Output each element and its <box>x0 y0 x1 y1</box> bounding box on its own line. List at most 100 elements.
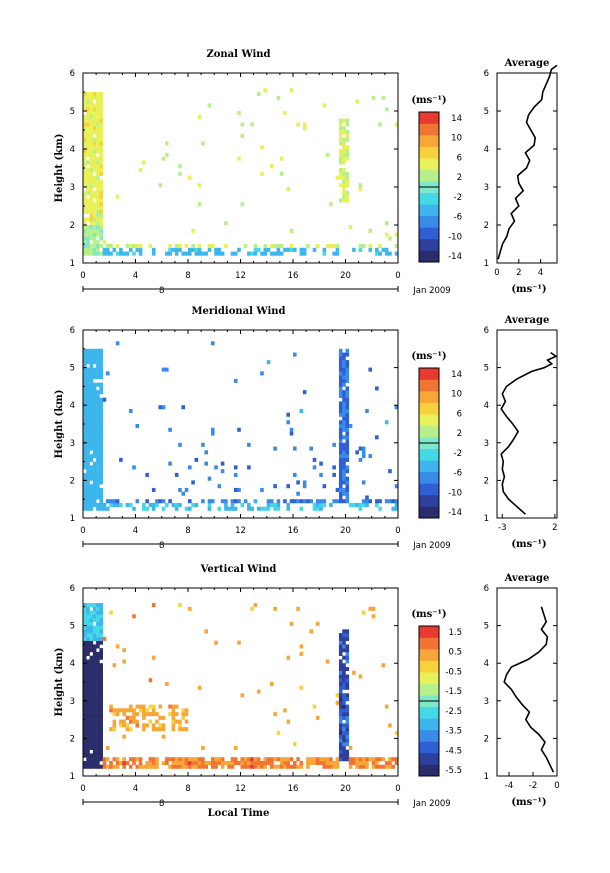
heatmap-cell <box>338 749 343 754</box>
heatmap-cell <box>148 712 153 717</box>
heatmap-cell <box>112 663 117 668</box>
heatmap-cell <box>391 764 396 769</box>
heatmap-cell <box>89 228 94 233</box>
heatmap-cell <box>86 502 90 508</box>
heatmap-cell <box>99 206 103 211</box>
heatmap-cell <box>338 457 343 462</box>
heatmap-cell <box>83 629 87 634</box>
y-axis-label: Height (km) <box>54 648 65 717</box>
heatmap-cell <box>99 356 103 361</box>
heatmap-cell <box>384 107 389 112</box>
heatmap-cell <box>338 753 343 758</box>
heatmap-cell <box>86 397 90 402</box>
heatmap-cell <box>96 435 100 440</box>
heatmap-cell <box>83 137 87 142</box>
heatmap-cell <box>224 760 228 766</box>
heatmap-cell <box>89 603 94 608</box>
heatmap-cell <box>92 614 97 619</box>
heatmap-cell <box>181 760 186 766</box>
heatmap-cell <box>99 674 103 679</box>
heatmap-cell <box>338 476 343 481</box>
heatmap-cell <box>342 408 346 414</box>
heatmap-cell <box>86 454 90 459</box>
heatmap-cell <box>109 764 113 769</box>
heatmap-cell <box>289 499 294 504</box>
heatmap-cell <box>247 760 251 766</box>
heatmap-cell <box>338 360 343 365</box>
heatmap-cell <box>247 502 251 508</box>
heatmap-cell <box>352 502 356 508</box>
heatmap-cell <box>96 137 100 142</box>
heatmap-cell <box>109 502 113 508</box>
heatmap-cell <box>210 431 215 436</box>
heatmap-cell <box>338 424 343 429</box>
heatmap-cell <box>96 685 100 690</box>
heatmap-cell <box>289 431 294 436</box>
heatmap-cell <box>214 247 218 252</box>
heatmap-cell <box>296 480 300 485</box>
colorbar-segment <box>419 204 439 217</box>
heatmap-cell <box>92 244 97 249</box>
average-x-label: (ms⁻¹) <box>511 539 546 550</box>
heatmap-cell <box>174 251 179 256</box>
heatmap-cell <box>83 126 87 131</box>
heatmap-cell <box>365 502 369 508</box>
heatmap-cell <box>99 137 103 142</box>
heatmap-cell <box>92 225 97 230</box>
heatmap-cell <box>273 506 277 511</box>
heatmap-cell <box>237 760 241 766</box>
heatmap-cell <box>86 472 90 477</box>
colorbar-tick-label: 6 <box>457 153 462 163</box>
heatmap-cell <box>358 760 363 766</box>
heatmap-cell <box>270 682 274 687</box>
heatmap-cell <box>286 719 291 724</box>
heatmap-cell <box>233 378 238 383</box>
heatmap-cell <box>217 247 222 252</box>
heatmap-cell <box>381 764 386 769</box>
heatmap-cell <box>319 760 323 766</box>
heatmap-cell <box>283 499 287 504</box>
heatmap-cell <box>89 352 94 357</box>
heatmap-cell <box>89 408 94 414</box>
heatmap-cell <box>204 629 208 634</box>
heatmap-cell <box>224 499 228 504</box>
heatmap-cell <box>142 704 146 709</box>
heatmap-cell <box>191 502 195 508</box>
heatmap-cell <box>293 760 297 766</box>
heatmap-cell <box>135 247 140 252</box>
heatmap-cell <box>99 126 103 131</box>
heatmap-cell <box>345 371 350 376</box>
heatmap-cell <box>224 506 228 511</box>
heatmap-cell <box>96 621 100 626</box>
heatmap-cell <box>99 753 103 758</box>
heatmap-cell <box>315 244 320 249</box>
heatmap-cell <box>371 95 376 100</box>
heatmap-cell <box>394 405 399 410</box>
heatmap-cell <box>99 190 103 195</box>
heatmap-cell <box>92 424 97 429</box>
heatmap-cell <box>89 141 94 146</box>
heatmap-cell <box>83 472 87 477</box>
heatmap-cell <box>338 697 343 702</box>
heatmap-cell <box>253 757 258 762</box>
heatmap-cell <box>197 114 202 119</box>
heatmap-cell <box>342 674 346 679</box>
heatmap-cell <box>119 708 123 713</box>
heatmap-cell <box>86 137 90 142</box>
heatmap-cell <box>286 757 291 762</box>
heatmap-cell <box>96 375 100 380</box>
heatmap-cell <box>194 757 199 762</box>
heatmap-cell <box>122 719 126 724</box>
heatmap-cell <box>345 719 350 724</box>
heatmap-cell <box>142 506 146 511</box>
heatmap-cell <box>197 251 202 256</box>
heatmap-cell <box>92 348 97 353</box>
heatmap-cell <box>89 704 94 709</box>
heatmap-cell <box>181 708 186 713</box>
heatmap-cell <box>171 757 176 762</box>
heatmap-cell <box>178 244 182 249</box>
heatmap-cell <box>89 133 94 138</box>
heatmap-cell <box>332 472 336 477</box>
heatmap-cell <box>92 375 97 380</box>
heatmap-cell <box>293 352 297 357</box>
